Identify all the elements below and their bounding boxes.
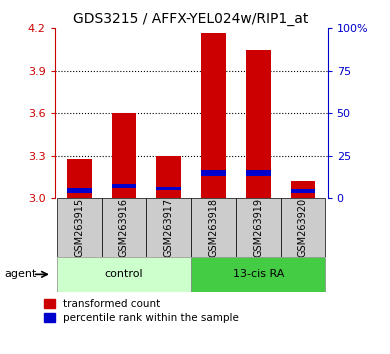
Text: GSM263916: GSM263916 — [119, 198, 129, 257]
Bar — [281, 198, 325, 257]
Bar — [236, 198, 281, 257]
Text: GSM263915: GSM263915 — [74, 198, 84, 257]
Bar — [246, 50, 271, 198]
Text: GSM263918: GSM263918 — [209, 198, 218, 257]
Bar — [291, 181, 315, 198]
Bar — [201, 170, 226, 176]
Bar — [67, 188, 92, 193]
Bar — [201, 33, 226, 198]
Bar — [57, 198, 101, 257]
Bar — [101, 198, 146, 257]
Bar — [67, 159, 92, 198]
Text: agent: agent — [4, 269, 36, 279]
Text: 13-cis RA: 13-cis RA — [232, 269, 284, 279]
Bar — [291, 189, 315, 193]
Text: GSM263920: GSM263920 — [298, 198, 308, 257]
Bar — [191, 198, 236, 257]
Text: control: control — [105, 269, 143, 279]
Bar — [191, 257, 325, 292]
Title: GDS3215 / AFFX-YEL024w/RIP1_at: GDS3215 / AFFX-YEL024w/RIP1_at — [73, 12, 309, 26]
Bar — [156, 187, 181, 190]
Bar — [112, 184, 136, 188]
Legend: transformed count, percentile rank within the sample: transformed count, percentile rank withi… — [44, 299, 239, 323]
Text: GSM263917: GSM263917 — [164, 198, 174, 257]
Text: GSM263919: GSM263919 — [253, 198, 263, 257]
Bar — [156, 156, 181, 198]
Bar — [57, 257, 191, 292]
Bar — [146, 198, 191, 257]
Bar — [246, 170, 271, 176]
Bar — [112, 113, 136, 198]
